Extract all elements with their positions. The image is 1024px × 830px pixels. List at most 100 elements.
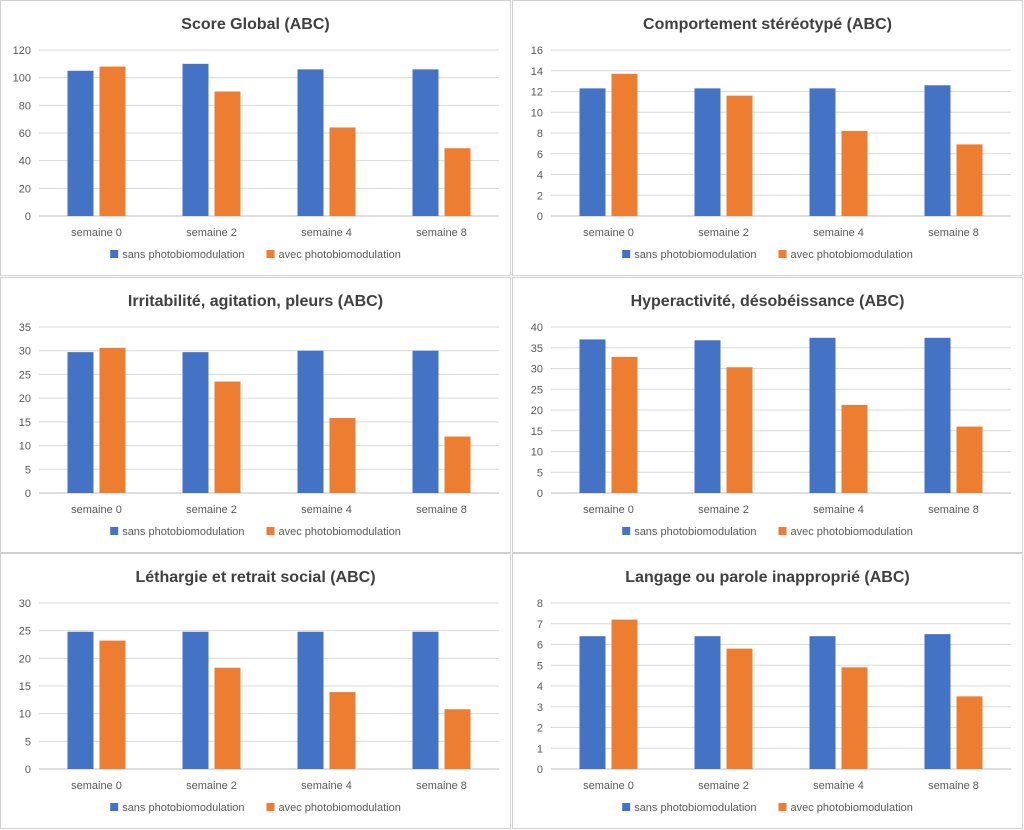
bar-avec xyxy=(214,667,241,769)
x-tick-label: semaine 0 xyxy=(71,227,122,239)
legend-swatch-avec xyxy=(266,803,275,811)
y-tick-label: 30 xyxy=(19,598,31,610)
bar-avec xyxy=(841,405,868,493)
x-tick-label: semaine 8 xyxy=(928,504,979,516)
chart-title: Langage ou parole inapproprié (ABC) xyxy=(625,569,909,586)
x-tick-label: semaine 2 xyxy=(698,780,749,792)
y-tick-label: 5 xyxy=(537,660,543,672)
legend-label-sans: sans photobiomodulation xyxy=(634,802,756,814)
chart-panel-hyperactivite: Hyperactivité, désobéissance (ABC) 0 5 10 15… xyxy=(512,277,1023,553)
y-tick-label: 14 xyxy=(531,66,543,78)
bar-sans xyxy=(182,352,209,493)
bar-avec xyxy=(726,95,753,216)
y-tick-label: 5 xyxy=(25,736,31,748)
y-tick-label: 15 xyxy=(19,417,31,429)
bar-sans xyxy=(924,634,951,769)
y-tick-label: 2 xyxy=(537,723,543,735)
bar-sans xyxy=(412,69,439,216)
x-tick-label: semaine 8 xyxy=(416,504,467,516)
x-tick-label: semaine 2 xyxy=(186,504,237,516)
y-tick-label: 40 xyxy=(531,322,543,334)
x-tick-label: semaine 0 xyxy=(583,504,634,516)
x-tick-label: semaine 0 xyxy=(71,504,122,516)
chart-panel-irritabilite: Irritabilité, agitation, pleurs (ABC) 0 5 1… xyxy=(0,277,511,553)
bar-sans xyxy=(67,352,94,493)
y-tick-label: 25 xyxy=(531,384,543,396)
y-tick-label: 6 xyxy=(537,640,543,652)
y-tick-label: 20 xyxy=(19,393,31,405)
y-tick-label: 10 xyxy=(19,709,31,721)
bar-avec xyxy=(214,91,241,216)
y-tick-label: 1 xyxy=(537,743,543,755)
bar-avec xyxy=(956,144,983,216)
bar-sans xyxy=(67,631,94,769)
chart-title: Hyperactivité, désobéissance (ABC) xyxy=(631,293,905,310)
legend-label-sans: sans photobiomodulation xyxy=(122,249,244,261)
y-tick-label: 100 xyxy=(13,73,31,85)
bar-avec xyxy=(99,347,126,493)
y-tick-label: 5 xyxy=(25,464,31,476)
chart-title: Léthargie et retrait social (ABC) xyxy=(135,569,375,586)
legend-label-sans: sans photobiomodulation xyxy=(634,249,756,261)
y-tick-label: 25 xyxy=(19,369,31,381)
y-tick-label: 10 xyxy=(19,441,31,453)
chart-title: Comportement stéréotypé (ABC) xyxy=(643,16,892,33)
x-tick-label: semaine 0 xyxy=(583,227,634,239)
y-tick-label: 15 xyxy=(19,681,31,693)
x-tick-label: semaine 4 xyxy=(813,504,864,516)
chart-comportement-stereotype: Comportement stéréotypé (ABC) 0 2 4 6 8 10 12 14… xyxy=(531,16,1011,261)
legend-label-avec: avec photobiomodulation xyxy=(791,526,913,538)
legend-swatch-sans xyxy=(622,250,631,258)
bar-avec xyxy=(444,436,471,493)
chart-panel-langage: Langage ou parole inapproprié (ABC) 0 1 2 3 4… xyxy=(512,553,1023,829)
legend-label-avec: avec photobiomodulation xyxy=(279,802,401,814)
bar-sans xyxy=(809,337,836,493)
y-tick-label: 120 xyxy=(13,45,31,57)
bar-avec xyxy=(99,640,126,769)
y-tick-label: 30 xyxy=(19,346,31,358)
chart-lethargie: Léthargie et retrait social (ABC) 0 5 10 15 2… xyxy=(19,569,499,814)
legend-swatch-avec xyxy=(778,527,787,535)
x-tick-label: semaine 8 xyxy=(416,227,467,239)
x-tick-label: semaine 4 xyxy=(813,227,864,239)
y-tick-label: 6 xyxy=(537,149,543,161)
y-tick-label: 8 xyxy=(537,128,543,140)
y-tick-label: 35 xyxy=(19,322,31,334)
bar-avec xyxy=(329,692,356,769)
bar-sans xyxy=(924,85,951,217)
y-tick-label: 12 xyxy=(531,87,543,99)
bar-sans xyxy=(809,88,836,216)
bar-avec xyxy=(611,73,638,216)
chart-panel-score-global: Score Global (ABC) 0 20 40 60 80 100 120 semaine… xyxy=(0,0,511,276)
x-tick-label: semaine 2 xyxy=(698,227,749,239)
chart-irritabilite: Irritabilité, agitation, pleurs (ABC) 0 5 1… xyxy=(19,293,499,538)
bar-sans xyxy=(809,636,836,769)
legend-swatch-sans xyxy=(110,527,119,535)
y-tick-label: 40 xyxy=(19,156,31,168)
bar-sans xyxy=(924,337,951,493)
y-tick-label: 25 xyxy=(19,626,31,638)
x-tick-label: semaine 8 xyxy=(928,227,979,239)
x-tick-label: semaine 0 xyxy=(583,780,634,792)
y-tick-label: 30 xyxy=(531,364,543,376)
legend-swatch-avec xyxy=(778,250,787,258)
legend-label-sans: sans photobiomodulation xyxy=(122,526,244,538)
bar-sans xyxy=(182,631,209,769)
bar-sans xyxy=(694,340,721,493)
bar-sans xyxy=(579,88,606,216)
bar-avec xyxy=(329,127,356,216)
legend-label-sans: sans photobiomodulation xyxy=(122,802,244,814)
x-tick-label: semaine 4 xyxy=(301,504,352,516)
legend-swatch-sans xyxy=(622,803,631,811)
x-tick-label: semaine 2 xyxy=(186,227,237,239)
y-tick-label: 2 xyxy=(537,190,543,202)
chart-panel-lethargie: Léthargie et retrait social (ABC) 0 5 10 15 2… xyxy=(0,553,511,829)
legend-swatch-avec xyxy=(778,803,787,811)
legend-label-sans: sans photobiomodulation xyxy=(634,526,756,538)
y-tick-label: 15 xyxy=(531,426,543,438)
y-tick-label: 10 xyxy=(531,107,543,119)
y-tick-label: 5 xyxy=(537,467,543,479)
chart-title: Irritabilité, agitation, pleurs (ABC) xyxy=(128,293,383,310)
y-tick-label: 3 xyxy=(537,702,543,714)
